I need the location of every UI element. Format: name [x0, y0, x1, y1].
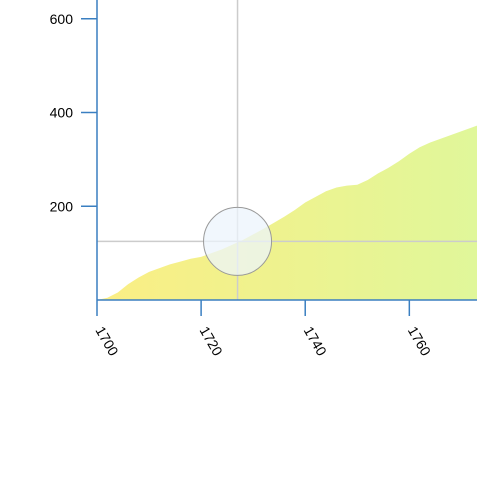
x-tick-label: 1700 [92, 324, 122, 359]
x-tick-label: 1720 [197, 324, 227, 359]
x-axis-ticks: 1700 1720 1740 1760 [92, 300, 434, 359]
y-axis-ticks: 200 400 600 [50, 11, 97, 215]
cursor-focus-circle [204, 207, 272, 275]
y-tick-label: 600 [50, 11, 74, 27]
area-series [97, 126, 477, 300]
x-tick-label: 1760 [405, 324, 435, 359]
y-tick-label: 200 [50, 198, 74, 214]
y-tick-label: 400 [50, 105, 74, 121]
x-tick-label: 1740 [301, 324, 331, 359]
